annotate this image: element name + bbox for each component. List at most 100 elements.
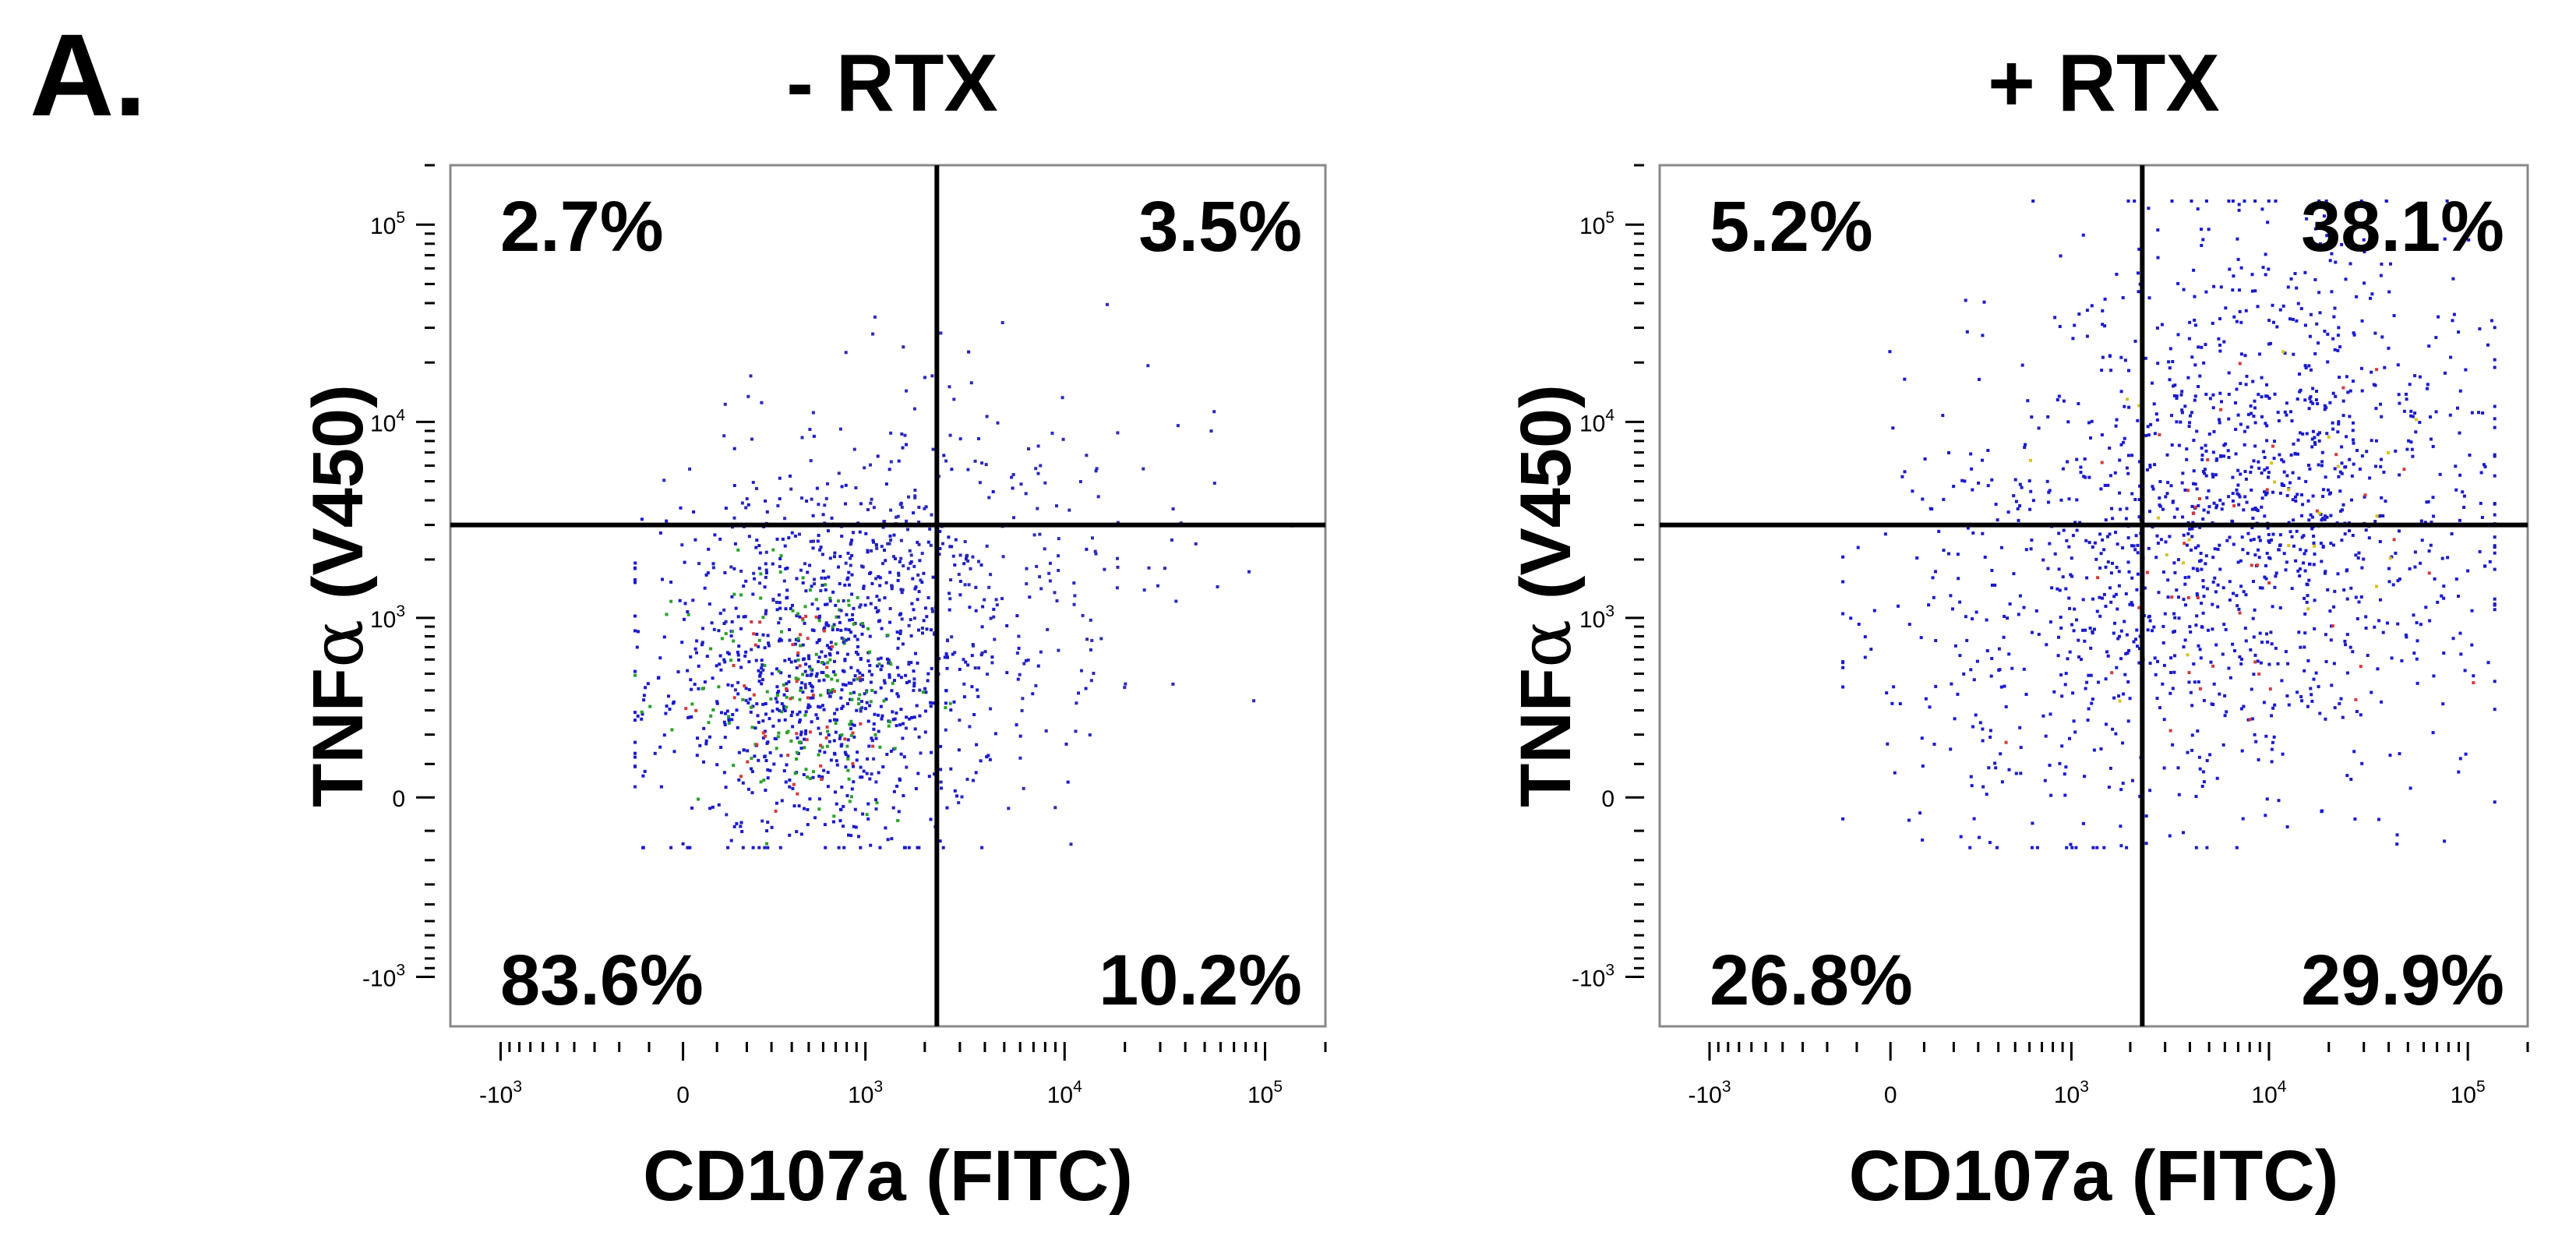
minus-rtx-event: [825, 602, 829, 606]
plus-rtx-event: [2239, 382, 2243, 386]
minus-rtx-event: [744, 687, 748, 690]
minus-rtx-event: [991, 490, 995, 493]
plus-rtx-event: [2182, 598, 2186, 602]
minus-rtx-event: [731, 713, 735, 716]
plus-rtx-event: [2160, 323, 2164, 327]
minus-rtx-event: [775, 708, 779, 711]
minus-rtx-event: [942, 454, 946, 457]
plus-rtx-event: [2200, 345, 2204, 349]
plus-rtx-event: [2244, 593, 2248, 597]
plus-rtx-event: [2431, 445, 2435, 448]
plus-rtx-event: [2147, 296, 2151, 300]
minus-rtx-event: [751, 704, 755, 708]
minus-rtx-event: [796, 638, 800, 642]
minus-rtx-event: [849, 681, 853, 685]
minus-rtx-event: [882, 679, 886, 683]
minus-rtx-event: [806, 807, 810, 811]
plus-rtx-event: [2241, 548, 2245, 552]
minus-rtx-event: [793, 659, 797, 663]
minus-rtx-event: [735, 821, 739, 825]
minus-rtx-event: [853, 807, 857, 811]
plus-rtx-event: [2083, 775, 2087, 779]
minus-rtx-event: [895, 784, 899, 788]
plus-rtx-event: [2132, 640, 2136, 644]
plus-rtx-event: [2085, 309, 2089, 313]
plus-rtx-event: [2126, 652, 2130, 655]
minus-rtx-event: [859, 722, 863, 726]
minus-rtx-event: [787, 680, 791, 683]
minus-rtx-event: [744, 506, 748, 510]
plus-rtx-event: [2267, 539, 2271, 543]
plus-rtx-event: [1942, 497, 1946, 501]
plus-rtx-event: [2298, 574, 2302, 577]
plus-rtx-event: [1950, 682, 1953, 686]
minus-rtx-event: [750, 770, 754, 774]
minus-rtx-event: [658, 531, 662, 535]
plus-rtx-event: [2419, 623, 2422, 627]
plus-rtx-event: [2273, 392, 2277, 396]
minus-rtx-event: [658, 745, 662, 749]
minus-rtx-event: [847, 628, 851, 632]
plus-rtx-event: [2297, 630, 2301, 634]
minus-rtx-event: [939, 331, 943, 335]
minus-rtx-event: [1035, 564, 1039, 568]
minus-rtx-event: [775, 700, 779, 704]
plus-rtx-event: [2249, 648, 2253, 652]
plus-rtx-event: [2052, 690, 2056, 694]
minus-rtx-event: [640, 717, 644, 721]
plus-rtx-event: [2330, 252, 2334, 256]
minus-rtx-event: [797, 740, 801, 744]
minus-rtx-event: [913, 496, 917, 500]
plus-rtx-event: [2147, 433, 2151, 437]
plus-rtx-event: [2060, 694, 2064, 698]
plus-rtx-event: [2022, 667, 2026, 671]
minus-rtx-event: [891, 584, 894, 588]
minus-rtx-event: [972, 713, 976, 716]
minus-rtx-event: [945, 666, 949, 670]
minus-rtx-event: [809, 539, 813, 543]
minus-rtx-event: [1032, 533, 1036, 537]
plus-rtx-event: [1951, 607, 1954, 611]
plus-rtx-event: [2450, 532, 2454, 535]
plus-rtx-event: [2172, 384, 2175, 388]
minus-rtx-event: [803, 621, 806, 625]
plus-rtx-x-axis-label: CD107a (FITC): [1849, 1136, 2339, 1216]
plus-rtx-event: [2442, 596, 2446, 600]
minus-rtx-event: [692, 510, 696, 514]
minus-rtx-event: [730, 683, 734, 687]
minus-rtx-event: [918, 714, 922, 718]
minus-rtx-event: [891, 681, 895, 685]
plus-rtx-event: [2299, 695, 2303, 698]
minus-rtx-event: [972, 779, 975, 782]
minus-rtx-event: [1092, 672, 1096, 675]
minus-rtx-event: [930, 628, 933, 632]
minus-rtx-event: [1036, 444, 1040, 448]
plus-rtx-event: [2176, 558, 2180, 562]
plus-rtx-event: [2257, 548, 2260, 552]
plus-rtx-event: [2102, 548, 2106, 552]
plus-rtx-event: [2148, 510, 2151, 514]
plus-rtx-event: [1953, 717, 1957, 721]
plus-rtx-event: [2185, 447, 2189, 451]
minus-rtx-event: [764, 571, 768, 575]
plus-rtx-event: [2065, 539, 2069, 542]
plus-rtx-event: [2456, 406, 2459, 410]
plus-rtx-event: [2014, 772, 2018, 775]
minus-rtx-event: [944, 689, 948, 693]
minus-rtx-event: [764, 789, 768, 792]
plus-rtx-event: [2086, 719, 2090, 722]
minus-rtx-event: [842, 637, 845, 641]
plus-rtx-event: [2246, 531, 2250, 535]
minus-rtx-event: [981, 605, 985, 609]
plus-rtx-event: [2298, 567, 2302, 571]
plus-rtx-event: [2265, 439, 2269, 443]
minus-rtx-event: [892, 555, 895, 559]
minus-rtx-event: [939, 768, 943, 772]
plus-rtx-event: [2165, 453, 2169, 457]
plus-rtx-event: [2236, 257, 2240, 261]
minus-rtx-event: [845, 744, 849, 748]
minus-rtx-event: [918, 559, 922, 563]
plus-rtx-event: [2325, 234, 2329, 238]
minus-rtx-event: [833, 551, 837, 555]
minus-rtx-event: [897, 637, 901, 641]
